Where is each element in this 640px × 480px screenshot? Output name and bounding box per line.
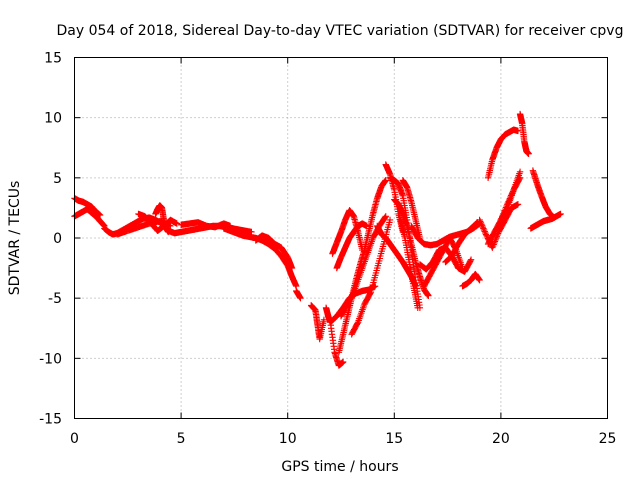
series-track [397, 218, 421, 309]
series-sat-w [391, 196, 432, 299]
series-sat-af [484, 126, 522, 182]
series-sat-ad [459, 270, 483, 290]
series-track [293, 288, 304, 301]
series-sat-f [152, 202, 172, 236]
series-track [71, 206, 108, 229]
series-sat-o [329, 207, 366, 257]
y-tick-label: -5 [48, 291, 62, 307]
data-point [497, 216, 505, 224]
series-sat-l [307, 302, 328, 343]
series-sat-p [333, 220, 370, 272]
data-points [71, 110, 564, 369]
y-axis-label: SDTVAR / TECUs [7, 181, 23, 296]
series-sat-i [220, 225, 300, 290]
y-tick-labels: -15 -10 -5 0 5 10 15 [39, 51, 62, 428]
x-tick-labels: 0 5 10 15 20 25 [70, 431, 616, 447]
y-tick-label: 10 [44, 111, 62, 127]
series-track [253, 232, 295, 271]
series-sat-ak [527, 210, 564, 232]
series-sat-ac [442, 219, 481, 266]
data-point [476, 216, 483, 224]
series-track [152, 202, 172, 235]
series-track [528, 211, 564, 232]
series-track [338, 214, 389, 319]
series-track [517, 111, 532, 157]
series-sat-b [71, 205, 108, 230]
series-track [178, 219, 233, 231]
x-tick-label: 20 [492, 431, 510, 447]
series-sat-h [177, 219, 234, 231]
plot-frame [74, 57, 608, 419]
x-tick-label: 0 [70, 431, 79, 447]
series-track [329, 207, 366, 256]
series-track [308, 302, 327, 341]
series-track [442, 219, 480, 265]
series-track [459, 271, 483, 290]
series-sat-s [348, 216, 394, 338]
series-track [485, 126, 521, 180]
y-tick-label: -15 [39, 412, 62, 428]
series-track [334, 220, 370, 271]
series-track [349, 219, 393, 337]
y-tick-label: -10 [39, 351, 62, 367]
series-track [400, 177, 423, 240]
series-sat-aj [529, 167, 558, 221]
x-axis-label: GPS time / hours [281, 459, 398, 475]
series-sat-j [252, 232, 296, 272]
y-tick-label: 5 [53, 171, 62, 187]
series-track [530, 168, 557, 221]
y-tick-label: 0 [53, 231, 62, 247]
series-sat-k [293, 287, 304, 302]
x-tick-label: 5 [177, 431, 186, 447]
chart-title: Day 054 of 2018, Sidereal Day-to-day VTE… [57, 23, 624, 39]
series-sat-ah [497, 174, 524, 224]
x-tick-label: 25 [599, 431, 617, 447]
x-tick-label: 10 [279, 431, 297, 447]
series-sat-ai [516, 110, 532, 157]
series-track [391, 196, 432, 299]
y-tick-label: 15 [44, 51, 62, 67]
x-tick-label: 15 [385, 431, 403, 447]
series-sat-y [397, 216, 421, 311]
series-sat-r [337, 213, 389, 320]
series-track [498, 175, 523, 222]
